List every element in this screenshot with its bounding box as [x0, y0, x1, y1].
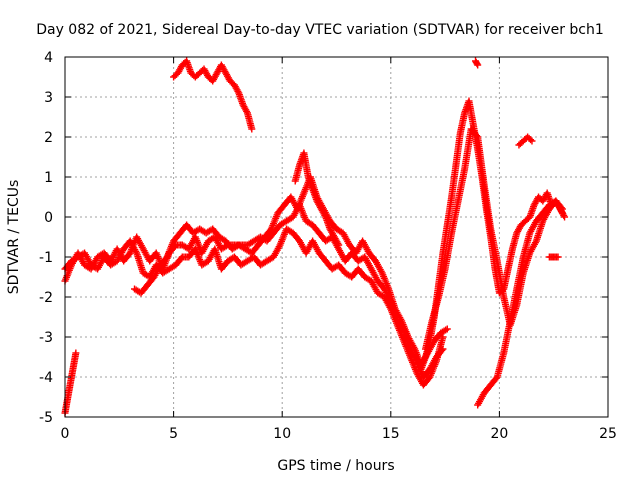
axis-ticks [64, 56, 609, 418]
y-tick-label: 4 [44, 50, 53, 66]
series-6 [170, 57, 256, 133]
series-12 [545, 253, 562, 261]
y-tick-label: -4 [39, 370, 53, 386]
data-point [72, 349, 80, 357]
data-point [528, 137, 536, 145]
x-tick-label: 25 [599, 426, 617, 442]
series-9 [474, 197, 566, 409]
data-point [473, 60, 481, 68]
data-point [243, 107, 251, 115]
x-axis-label: GPS time / hours [277, 458, 394, 474]
chart-title: Day 082 of 2021, Sidereal Day-to-day VTE… [36, 22, 604, 38]
data-point [492, 374, 500, 382]
data-markers [61, 57, 569, 417]
data-point [442, 326, 450, 334]
y-tick-labels: -5 -4 -3 -2 -1 0 1 2 3 4 [39, 50, 53, 426]
y-axis-label: SDTVAR / TECUs [6, 180, 22, 295]
x-tick-label: 15 [382, 426, 400, 442]
y-tick-label: 3 [44, 90, 53, 106]
x-tick-label: 20 [490, 426, 508, 442]
data-point [443, 325, 451, 333]
data-point [561, 213, 569, 221]
series-11 [515, 133, 536, 149]
data-point [473, 132, 481, 140]
data-point [474, 61, 482, 69]
x-tick-label: 5 [169, 426, 178, 442]
series-1 [61, 201, 447, 381]
series-10 [472, 57, 482, 69]
y-tick-label: -2 [39, 290, 53, 306]
x-tick-labels: 0 5 10 15 20 25 [61, 426, 617, 442]
series-5 [61, 349, 80, 417]
y-tick-label: -5 [39, 410, 53, 426]
data-point [335, 241, 343, 249]
x-tick-label: 10 [273, 426, 291, 442]
y-tick-label: -3 [39, 330, 53, 346]
data-point [321, 211, 329, 219]
series-8 [422, 125, 566, 353]
y-tick-label: 1 [44, 170, 53, 186]
data-point [248, 125, 256, 133]
y-tick-label: 2 [44, 130, 53, 146]
data-point [558, 205, 566, 213]
data-point [554, 253, 562, 261]
data-point [527, 136, 535, 144]
series-4 [291, 149, 343, 249]
x-tick-label: 0 [61, 426, 70, 442]
plot-frame [64, 56, 609, 418]
y-tick-label: -1 [39, 250, 53, 266]
y-tick-label: 0 [44, 210, 53, 226]
data-point [557, 204, 565, 212]
data-point [334, 239, 342, 247]
data-point [234, 87, 242, 95]
